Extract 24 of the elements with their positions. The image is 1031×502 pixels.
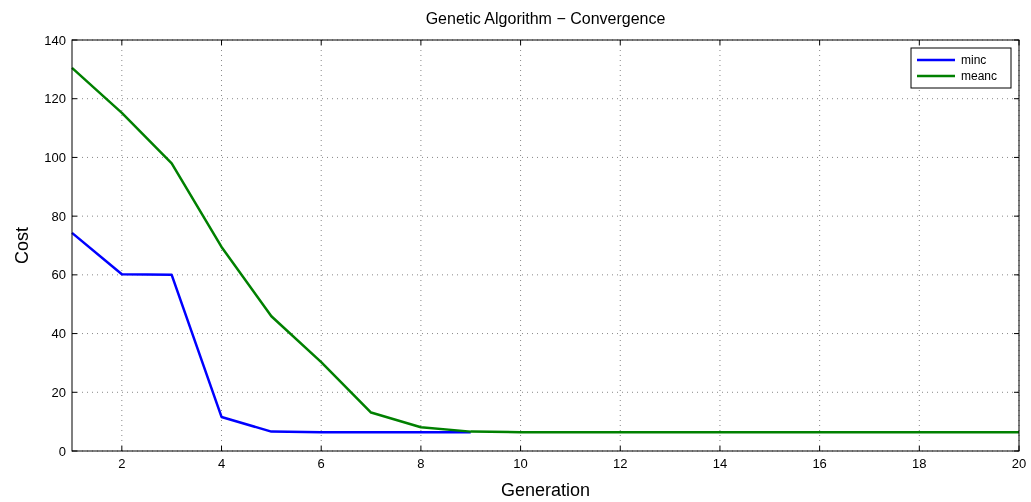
x-tick-label: 4 [217,456,226,471]
y-tick-label: 80 [51,208,66,224]
line-series [70,66,1021,434]
y-tick-label: 100 [44,149,66,165]
legend-label: meanc [961,69,998,83]
y-tick-label: 60 [51,267,66,283]
chart-title: Genetic Algorithm − Convergence [425,10,666,27]
x-tick-label: 12 [613,456,628,471]
x-tick-label: 14 [712,456,728,471]
y-tick-label: 0 [58,443,66,459]
y-axis-title: Cost [12,226,32,265]
x-tick-label: 18 [912,456,927,471]
y-tick-label: 120 [44,91,66,107]
y-tick-label: 140 [44,32,66,48]
x-tick-label: 8 [417,456,425,471]
y-tick-label: 20 [51,384,66,400]
y-tick-label: 40 [51,326,66,342]
x-axis-title: Generation [500,480,591,500]
x-tick-label: 6 [317,456,325,471]
x-tick-label: 10 [513,456,528,471]
legend-label: minc [961,53,987,67]
x-tick-label: 20 [1011,456,1027,471]
x-tick-label: 16 [812,456,827,471]
x-tick-label: 2 [118,456,126,471]
